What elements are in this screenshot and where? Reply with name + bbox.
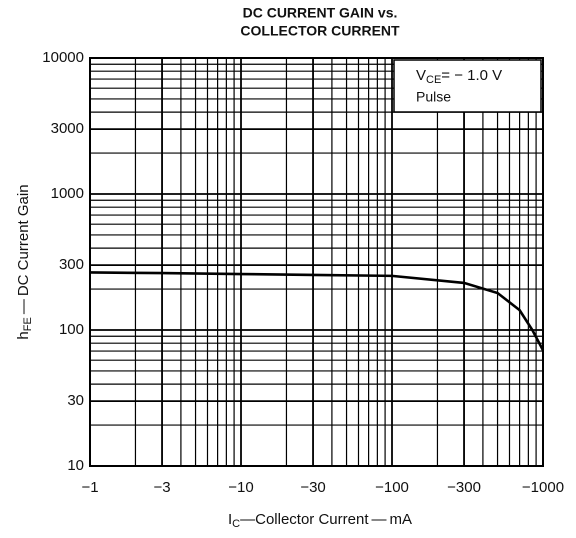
x-tick-label: −3: [153, 479, 170, 496]
y-tick-label: 10000: [42, 49, 84, 66]
x-label-sub: C: [232, 518, 240, 530]
plot: [89, 271, 545, 351]
x-tick-label: −30: [300, 479, 325, 496]
series-line: [89, 271, 545, 351]
chart-title: DC CURRENT GAIN vs.: [243, 5, 398, 21]
y-tick-label: 100: [59, 321, 84, 338]
y-axis-label: hFE — DC Current Gain: [15, 184, 34, 339]
annotation: VCE= − 1.0 V: [416, 67, 502, 86]
y-tick-label: 1000: [51, 185, 84, 202]
y-label-rest: — DC Current Gain: [15, 184, 32, 317]
y-label-sub: FE: [22, 317, 34, 331]
x-tick-label: −1: [81, 479, 98, 496]
y-label-main: h: [15, 331, 32, 339]
grid: [89, 57, 544, 467]
y-tick-label: 10: [67, 457, 84, 474]
y-tick-label: 30: [67, 392, 84, 409]
x-tick-label: −1000: [522, 479, 564, 496]
annotation-box: [393, 59, 542, 113]
x-label-rest: —Collector Current — mA: [240, 511, 412, 528]
y-tick-label: 300: [59, 256, 84, 273]
x-axis-label: IC—Collector Current — mA: [228, 511, 412, 530]
annotation: Pulse: [416, 89, 451, 105]
plot-frame: [89, 57, 544, 467]
annotation-sub: CE: [426, 74, 441, 86]
y-tick-label: 3000: [51, 120, 84, 137]
x-tick-label: −100: [375, 479, 409, 496]
annotation-main: V: [416, 67, 426, 84]
x-tick-label: −300: [447, 479, 481, 496]
chart-title: COLLECTOR CURRENT: [240, 23, 400, 39]
annotation-rest: = − 1.0 V: [441, 67, 502, 84]
x-tick-label: −10: [228, 479, 253, 496]
x-label-main: I: [228, 511, 232, 528]
